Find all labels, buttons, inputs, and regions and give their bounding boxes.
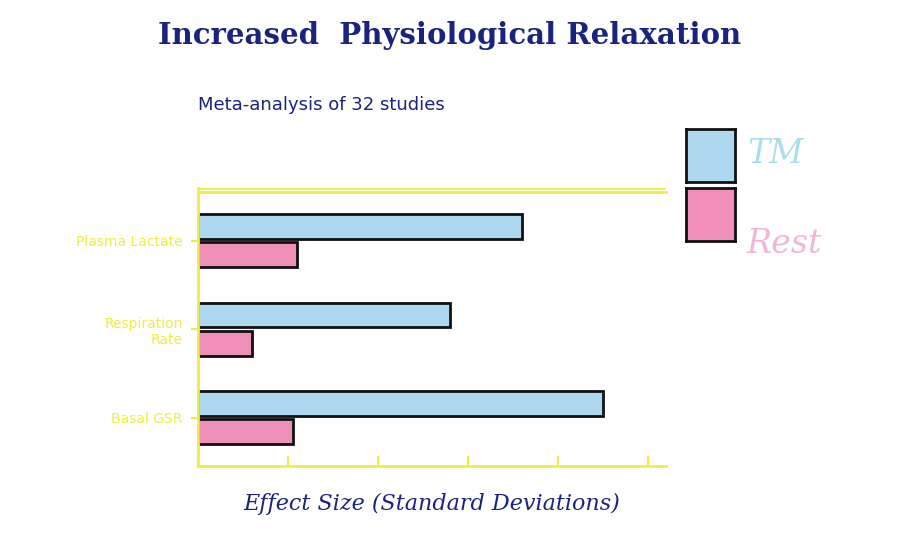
Bar <box>198 242 297 267</box>
Bar <box>198 391 603 416</box>
Bar <box>198 331 252 356</box>
Text: Meta-analysis of 32 studies: Meta-analysis of 32 studies <box>198 96 445 115</box>
Text: Effect Size (Standard Deviations): Effect Size (Standard Deviations) <box>244 493 620 515</box>
Bar <box>198 420 292 444</box>
Text: Increased  Physiological Relaxation: Increased Physiological Relaxation <box>158 21 742 50</box>
Text: Rest: Rest <box>747 228 823 260</box>
Bar <box>198 214 522 239</box>
Bar <box>198 303 450 327</box>
Text: TM: TM <box>747 138 804 170</box>
